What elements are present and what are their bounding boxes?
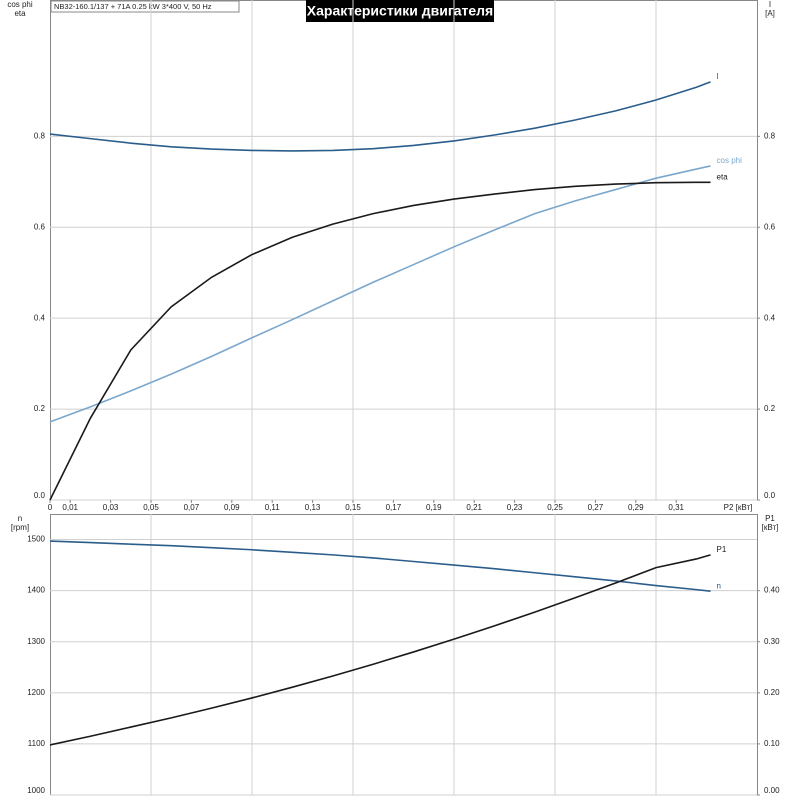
- y2-axis-label: P1: [765, 514, 775, 523]
- x-tick-label: 0,19: [426, 503, 442, 512]
- y-tick-label: 1500: [27, 535, 45, 544]
- x-tick-label: 0,05: [143, 503, 159, 512]
- y-tick-label: 0.6: [34, 222, 46, 231]
- y2-tick-label: 0.40: [764, 586, 780, 595]
- y2-axis-label: [A]: [765, 9, 775, 18]
- y2-tick-label: 0.6: [764, 222, 776, 231]
- subtitle: NB32-160.1/137 + 71A 0.25 kW 3*400 V, 50…: [54, 2, 212, 11]
- series-label: cos phi: [717, 156, 743, 165]
- x-tick-label: 0,25: [547, 503, 563, 512]
- y-tick-label: 1200: [27, 688, 45, 697]
- series-line: [49, 81, 711, 152]
- x-tick-label: 0,15: [345, 503, 361, 512]
- y2-tick-label: 0.0: [764, 491, 776, 500]
- x-tick-label: 0,11: [265, 503, 281, 512]
- y-tick-label: 0.4: [34, 313, 46, 322]
- y-tick-label: 1400: [27, 586, 45, 595]
- x-tick-label: 0,03: [103, 503, 119, 512]
- y-axis-label: [rpm]: [11, 523, 29, 532]
- x-tick-label: 0,01: [62, 503, 78, 512]
- y-axis-label: n: [18, 514, 22, 523]
- y2-tick-label: 0.10: [764, 739, 780, 748]
- y-tick-label: 0.2: [34, 404, 46, 413]
- series-line: [49, 165, 711, 423]
- y2-axis-label: I: [769, 0, 771, 9]
- series-line: [49, 540, 711, 592]
- y-axis-label: cos phi: [7, 0, 33, 9]
- x-tick-label: 0,17: [386, 503, 402, 512]
- y2-axis-label: [кВт]: [762, 523, 779, 532]
- x-tick-label: 0,31: [668, 503, 684, 512]
- series-line: [49, 554, 711, 746]
- x-tick-label: 0,29: [628, 503, 644, 512]
- y-tick-label: 1300: [27, 637, 45, 646]
- x-tick-label: 0: [48, 503, 53, 512]
- series-line: [49, 181, 711, 501]
- y2-tick-label: 0.4: [764, 313, 776, 322]
- series-label: n: [717, 581, 721, 590]
- x-tick-label: 0,07: [184, 503, 200, 512]
- chart-title: Характеристики двигателя: [307, 3, 493, 19]
- y2-tick-label: 0.30: [764, 637, 780, 646]
- x-tick-label: 0,27: [588, 503, 604, 512]
- y2-tick-label: 0.20: [764, 688, 780, 697]
- x-tick-label: 0,21: [466, 503, 482, 512]
- y2-tick-label: 0.2: [764, 404, 776, 413]
- series-label: I: [717, 72, 719, 81]
- y-axis-label: eta: [14, 9, 26, 18]
- y2-tick-label: 0.8: [764, 131, 776, 140]
- y-tick-label: 1000: [27, 786, 45, 795]
- subtitle-box: [50, 0, 240, 13]
- x-tick-label: 0,13: [305, 503, 321, 512]
- series-label: P1: [717, 545, 727, 554]
- x-axis-label: P2 [кВт]: [724, 503, 753, 512]
- y2-tick-label: 0.00: [764, 786, 780, 795]
- y-tick-label: 0.8: [34, 131, 46, 140]
- series-label: eta: [717, 172, 729, 181]
- x-tick-label: 0,23: [507, 503, 523, 512]
- y-tick-label: 0.0: [34, 491, 46, 500]
- x-tick-label: 0,09: [224, 503, 240, 512]
- y-tick-label: 1100: [28, 739, 46, 748]
